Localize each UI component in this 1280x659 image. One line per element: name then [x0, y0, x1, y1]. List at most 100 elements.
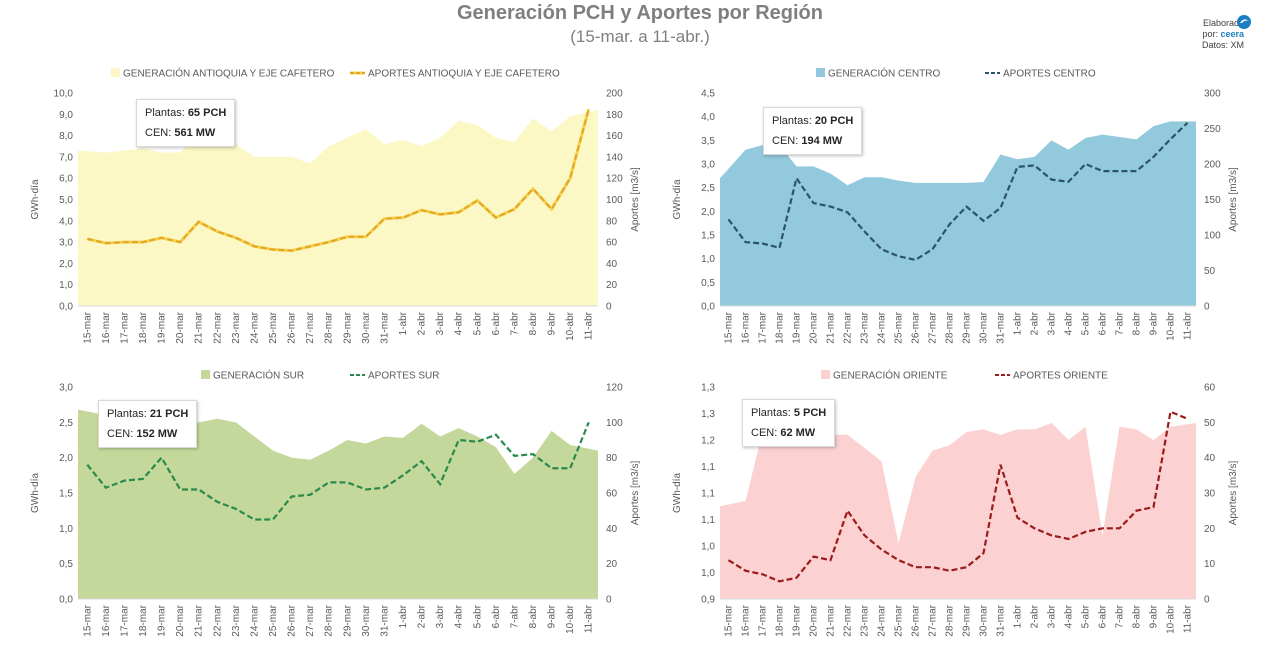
y2-tick-label: 80 — [606, 453, 618, 464]
x-tick-label: 17-mar — [119, 604, 130, 636]
x-tick-label: 19-mar — [792, 604, 803, 636]
y-tick-label: 1,0 — [701, 254, 715, 265]
info-box-antioquia: Plantas: 65 PCH CEN: 561 MW — [136, 99, 236, 147]
legend-label-area: GENERACIÓN ANTIOQUIA Y EJE CAFETERO — [123, 67, 335, 80]
y-tick-label: 2,0 — [59, 259, 73, 270]
x-tick-label: 6-abr — [491, 604, 502, 628]
x-tick-label: 22-mar — [212, 604, 223, 636]
chart-antioquia: 0,0 1,0 2,0 3,0 4,0 5,0 6,0 7,0 8,0 9,0 10,0 0 20 40 6… — [28, 58, 641, 348]
y2-tick-label: 60 — [606, 489, 618, 500]
x-tick-label: 31-mar — [996, 604, 1007, 636]
y-tick-label: 0,0 — [701, 302, 715, 313]
x-tick-label: 31-mar — [996, 311, 1007, 343]
info-box-centro: Plantas: 20 PCH CEN: 194 MW — [763, 107, 863, 155]
x-tick-label: 23-mar — [231, 311, 242, 343]
x-tick-label: 8-abr — [528, 311, 539, 335]
y2-axis-label: Aportes [m3/s] — [630, 167, 641, 232]
x-tick-label: 28-mar — [324, 604, 335, 636]
y-axis-label: GWh-día — [30, 473, 41, 513]
area-series-oriente — [720, 423, 1196, 599]
x-tick-label: 8-abr — [1132, 311, 1143, 335]
x-tick-label: 18-mar — [775, 604, 786, 636]
x-tick-label: 7-abr — [1115, 311, 1126, 335]
x-tick-label: 24-mar — [877, 311, 888, 343]
x-tick-label: 15-mar — [82, 604, 93, 636]
chart-centro: 0,0 0,5 1,0 1,5 2,0 2,5 3,0 3,5 4,0 4,5 0 50 100 150 2… — [668, 58, 1258, 348]
y2-tick-label: 160 — [606, 131, 623, 142]
x-tick-label: 30-mar — [361, 604, 372, 636]
y-tick-label: 6,0 — [59, 174, 73, 185]
y2-tick-label: 120 — [606, 383, 623, 394]
y-tick-label: 0,5 — [701, 278, 715, 289]
x-tick-label: 4-abr — [1064, 604, 1075, 628]
x-tick-label: 7-abr — [1115, 604, 1126, 628]
info-cen-label: CEN: — [751, 427, 778, 439]
x-tick-label: 16-mar — [741, 311, 752, 343]
y-tick-label: 1,3 — [701, 383, 715, 394]
y-tick-label: 1,0 — [701, 542, 715, 553]
x-tick-label: 11-abr — [1183, 311, 1194, 340]
y2-tick-label: 300 — [1204, 89, 1221, 100]
y2-tick-label: 40 — [606, 524, 618, 535]
legend-label-line: APORTES ANTIOQUIA Y EJE CAFETERO — [368, 69, 560, 80]
x-tick-label: 31-mar — [379, 311, 390, 343]
y2-tick-label: 20 — [606, 280, 618, 291]
y-tick-label: 0,0 — [59, 595, 73, 606]
y-tick-label: 7,0 — [59, 152, 73, 163]
y2-tick-label: 50 — [1204, 418, 1216, 429]
info-cen-value: 561 MW — [174, 127, 216, 139]
legend-label-area: GENERACIÓN SUR — [213, 369, 304, 382]
legend-swatch-area — [111, 68, 120, 77]
x-tick-label: 3-abr — [435, 311, 446, 335]
y-tick-label: 4,0 — [701, 112, 715, 123]
y2-tick-label: 0 — [606, 595, 612, 606]
x-tick-label: 28-mar — [945, 311, 956, 343]
x-tick-label: 19-mar — [157, 604, 168, 636]
x-tick-label: 16-mar — [101, 604, 112, 636]
y2-tick-label: 100 — [606, 418, 623, 429]
legend-label-line: APORTES SUR — [368, 371, 440, 382]
x-tick-label: 23-mar — [860, 311, 871, 343]
legend-label-area: GENERACIÓN ORIENTE — [833, 369, 948, 382]
x-tick-label: 4-abr — [454, 311, 465, 335]
x-tick-label: 28-mar — [324, 311, 335, 343]
line-series-oriente — [727, 410, 1188, 583]
x-tick-label: 10-abr — [1166, 604, 1177, 634]
credit-brand: ceera — [1220, 29, 1244, 39]
y2-tick-label: 10 — [1204, 559, 1216, 570]
y2-tick-label: 100 — [606, 195, 623, 206]
y2-tick-label: 0 — [606, 302, 612, 313]
y-tick-label: 1,0 — [701, 568, 715, 579]
info-plants-value: 5 PCH — [793, 407, 827, 419]
chart-sur: 0,0 0,5 1,0 1,5 2,0 2,5 3,0 0 20 40 60 80 100 120 15-m… — [28, 360, 641, 650]
y-tick-label: 3,0 — [59, 238, 73, 249]
y-tick-label: 4,0 — [59, 216, 73, 227]
info-box-sur: Plantas: 21 PCH CEN: 152 MW — [98, 400, 198, 448]
y2-tick-label: 140 — [606, 152, 623, 163]
x-tick-label: 5-abr — [472, 604, 483, 628]
y2-tick-label: 180 — [606, 110, 623, 121]
x-tick-label: 22-mar — [212, 311, 223, 343]
y-tick-label: 0,0 — [59, 302, 73, 313]
y-tick-label: 1,5 — [59, 489, 73, 500]
x-tick-label: 24-mar — [249, 311, 260, 343]
y2-tick-label: 60 — [606, 238, 618, 249]
info-box-oriente: Plantas: 5 PCH CEN: 62 MW — [742, 399, 836, 447]
area-series-antioquia — [78, 110, 598, 306]
x-tick-label: 29-mar — [342, 311, 353, 343]
credit-line-1: Elaborado — [1202, 18, 1244, 28]
chart-svg-oriente: 0,9 1,0 1,0 1,1 1,1 1,1 1,2 1,3 1,3 0 10 20 30 40 50 60… — [672, 369, 1239, 637]
legend-swatch-area — [201, 370, 210, 379]
x-tick-label: 29-mar — [342, 604, 353, 636]
y2-axis-label: Aportes [m3/s] — [630, 461, 641, 526]
x-tick-label: 9-abr — [1149, 604, 1160, 628]
x-tick-label: 18-mar — [138, 311, 149, 343]
x-tick-label: 9-abr — [1149, 311, 1160, 335]
x-tick-label: 25-mar — [268, 604, 279, 636]
x-tick-label: 1-abr — [398, 311, 409, 335]
x-tick-label: 29-mar — [962, 604, 973, 636]
y-tick-label: 1,2 — [701, 436, 715, 447]
y-tick-label: 4,5 — [701, 89, 715, 100]
info-plants-value: 65 PCH — [187, 107, 227, 119]
x-tick-label: 5-abr — [1081, 604, 1092, 628]
